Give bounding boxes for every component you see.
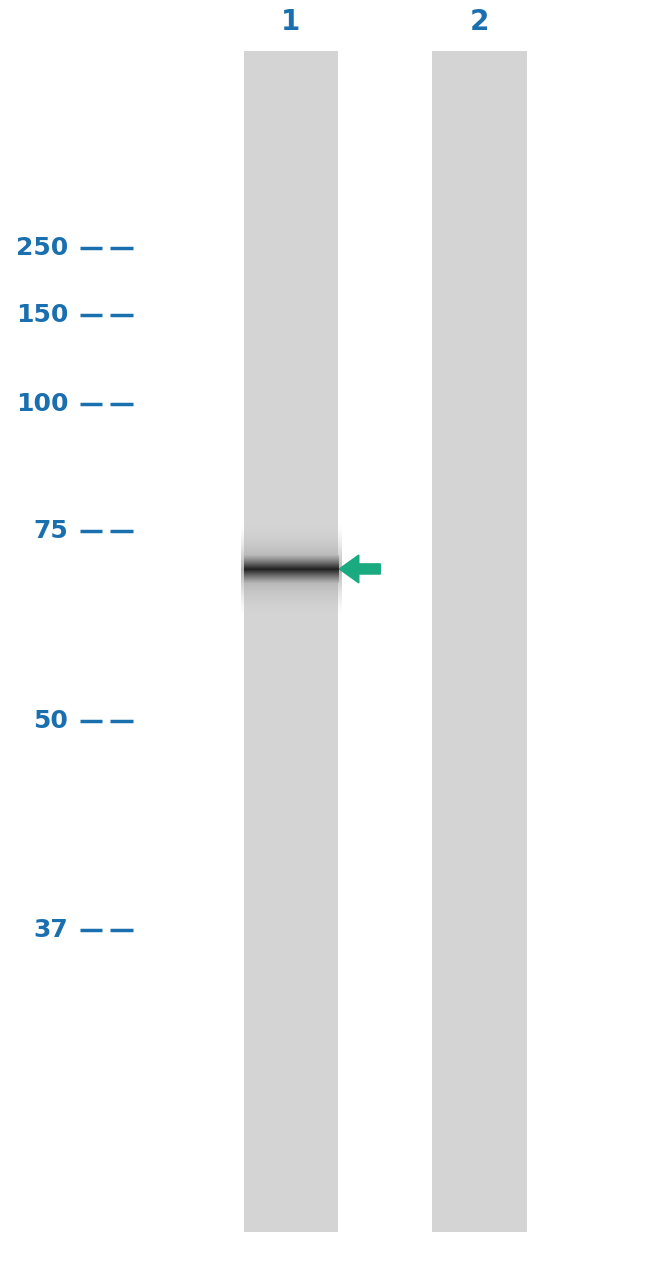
FancyArrow shape xyxy=(339,555,380,583)
Text: 2: 2 xyxy=(470,8,489,36)
Bar xyxy=(244,51,338,1232)
Text: 1: 1 xyxy=(281,8,300,36)
Text: 250: 250 xyxy=(16,236,68,259)
Text: 50: 50 xyxy=(33,710,68,733)
Text: 100: 100 xyxy=(16,392,68,415)
Text: 150: 150 xyxy=(16,304,68,326)
Text: 75: 75 xyxy=(34,519,68,542)
Bar xyxy=(432,51,526,1232)
Text: 37: 37 xyxy=(34,918,68,941)
